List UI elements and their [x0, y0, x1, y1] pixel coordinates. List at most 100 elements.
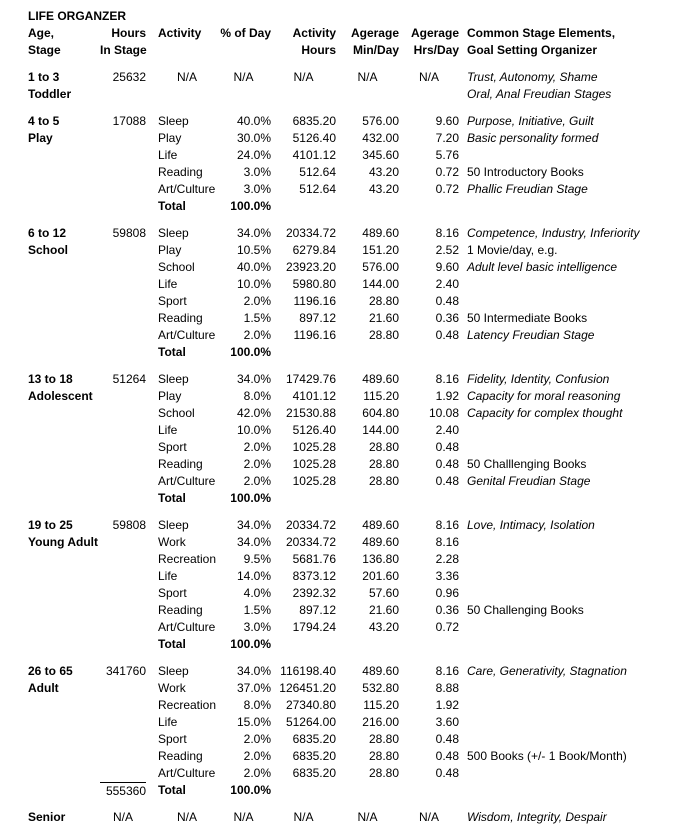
empty-cell [399, 86, 459, 103]
empty-cell [336, 344, 399, 361]
empty-cell [459, 782, 674, 800]
note-cell [459, 731, 674, 748]
hours-in-stage-cell [100, 327, 146, 344]
na-cell: N/A [357, 810, 378, 824]
empty-cell [459, 198, 674, 215]
avg-min-day-cell: 489.60 [362, 226, 399, 240]
avg-hrs-day-cell: 0.72 [435, 182, 459, 196]
empty-cell [399, 198, 459, 215]
avg-hrs-day-cell: 7.20 [435, 131, 459, 145]
hours-in-stage-cell [100, 534, 146, 551]
activity-cell: School [158, 260, 195, 274]
note-cell [459, 585, 674, 602]
empty-cell [28, 602, 100, 619]
hours-in-stage-cell [100, 697, 146, 714]
age-cell: 13 to 18 [28, 372, 73, 386]
empty-cell [28, 568, 100, 585]
avg-min-day-cell: 432.00 [362, 131, 399, 145]
empty-cell [28, 327, 100, 344]
avg-hrs-day-cell: 0.48 [435, 749, 459, 763]
note-cell [459, 551, 674, 568]
hours-in-stage-cell [100, 242, 146, 259]
avg-min-day-cell: 43.20 [368, 620, 399, 634]
table-row: Play Play 30.0% 5126.40 432.00 7.20 Basic pers… [28, 130, 674, 147]
activity-cell: Life [158, 569, 178, 583]
note-cell: 1 Movie/day, e.g. [467, 243, 558, 257]
avg-min-day-cell: 43.20 [368, 182, 399, 196]
table-row: Life 24.0% 4101.12 345.60 5.76 [28, 147, 674, 164]
pct-of-day-cell: 30.0% [236, 131, 271, 145]
note-cell [459, 714, 674, 731]
table-row: Reading 2.0% 6835.20 28.80 0.48 500 Books (+/… [28, 748, 674, 765]
avg-min-day-cell: 216.00 [362, 715, 399, 729]
table: Age, Hours Activity % of Day Activity Agerage… [28, 25, 674, 826]
hours-in-stage-cell: 59808 [112, 518, 146, 532]
pct-of-day-cell: 4.0% [243, 586, 271, 600]
hours-in-stage-cell [100, 731, 146, 748]
avg-min-day-cell: 57.60 [368, 586, 399, 600]
activity-cell: Art/Culture [158, 766, 216, 780]
activity-cell: School [158, 406, 195, 420]
section-spacer [28, 653, 674, 663]
table-row: School Play 10.5% 6279.84 151.20 2.52 1 Movie/… [28, 242, 674, 259]
stage-cell: Play [28, 131, 53, 145]
activity-cell: Reading [158, 165, 203, 179]
table-row: Sport 4.0% 2392.32 57.60 0.96 [28, 585, 674, 602]
avg-min-day-cell: 532.80 [362, 681, 399, 695]
activity-hours-cell: 1196.16 [293, 328, 337, 342]
note-cell: Love, Intimacy, Isolation [467, 518, 595, 532]
avg-min-day-cell: 576.00 [362, 114, 399, 128]
avg-min-day-cell: 21.60 [368, 603, 399, 617]
activity-hours-cell: 6835.20 [292, 114, 336, 128]
activity-cell: Life [158, 715, 178, 729]
sum-hours-cell [100, 198, 146, 215]
table-row: Reading 2.0% 1025.28 28.80 0.48 50 Challlengi… [28, 456, 674, 473]
pct-of-day-cell: 34.0% [236, 226, 271, 240]
table-row: Recreation 9.5% 5681.76 136.80 2.28 [28, 551, 674, 568]
avg-hrs-day-cell: 3.60 [435, 715, 459, 729]
activity-cell: Reading [158, 749, 203, 763]
activity-hours-cell: 6835.20 [292, 749, 336, 763]
activity-cell: Sport [158, 586, 187, 600]
activity-cell: Art/Culture [158, 620, 216, 634]
sum-hours-cell [100, 636, 146, 653]
pct-of-day-cell: 40.0% [236, 114, 271, 128]
avg-hrs-day-cell: 3.36 [435, 569, 459, 583]
table-row: Recreation 8.0% 27340.80 115.20 1.92 [28, 697, 674, 714]
avg-hrs-day-cell: 0.48 [435, 732, 459, 746]
stage-cell: Young Adult [28, 535, 98, 549]
total-pct-cell: 100.0% [230, 783, 271, 797]
table-row: Art/Culture 3.0% 512.64 43.20 0.72 Phallic Fr… [28, 181, 674, 198]
empty-cell [28, 276, 100, 293]
note-cell [459, 765, 674, 782]
note-cell [459, 619, 674, 636]
empty-cell [28, 490, 100, 507]
total-label-cell: Total [158, 491, 186, 505]
avg-hrs-day-cell: 0.96 [435, 586, 459, 600]
hours-in-stage-cell [100, 147, 146, 164]
avg-hrs-day-cell: 1.92 [435, 389, 459, 403]
table-row: Young Adult Work 34.0% 20334.72 489.60 8.16 [28, 534, 674, 551]
table-row: Art/Culture 2.0% 1196.16 28.80 0.48 Latency F… [28, 327, 674, 344]
table-row: 6 to 12 59808 Sleep 34.0% 20334.72 489.60 8.16… [28, 225, 674, 242]
empty-cell [28, 473, 100, 490]
avg-hrs-day-cell: 0.48 [435, 457, 459, 471]
activity-cell: Sport [158, 732, 187, 746]
avg-min-day-cell: 28.80 [368, 749, 399, 763]
activity-cell: Sleep [158, 226, 189, 240]
age-cell: 26 to 65 [28, 664, 73, 678]
header-cell: Hours [301, 43, 336, 57]
activity-cell: Sport [158, 440, 187, 454]
avg-min-day-cell: 43.20 [368, 165, 399, 179]
pct-of-day-cell: 3.0% [243, 620, 271, 634]
activity-cell: Sport [158, 294, 187, 308]
avg-hrs-day-cell: 0.48 [435, 440, 459, 454]
total-pct-cell: 100.0% [230, 345, 271, 359]
empty-cell [28, 147, 100, 164]
note-cell: Care, Generativity, Stagnation [467, 664, 627, 678]
table-row: Life 15.0% 51264.00 216.00 3.60 [28, 714, 674, 731]
avg-hrs-day-cell: 2.52 [435, 243, 459, 257]
activity-cell: Sleep [158, 114, 189, 128]
age-cell: Senior [28, 810, 66, 824]
activity-cell: Sleep [158, 518, 189, 532]
